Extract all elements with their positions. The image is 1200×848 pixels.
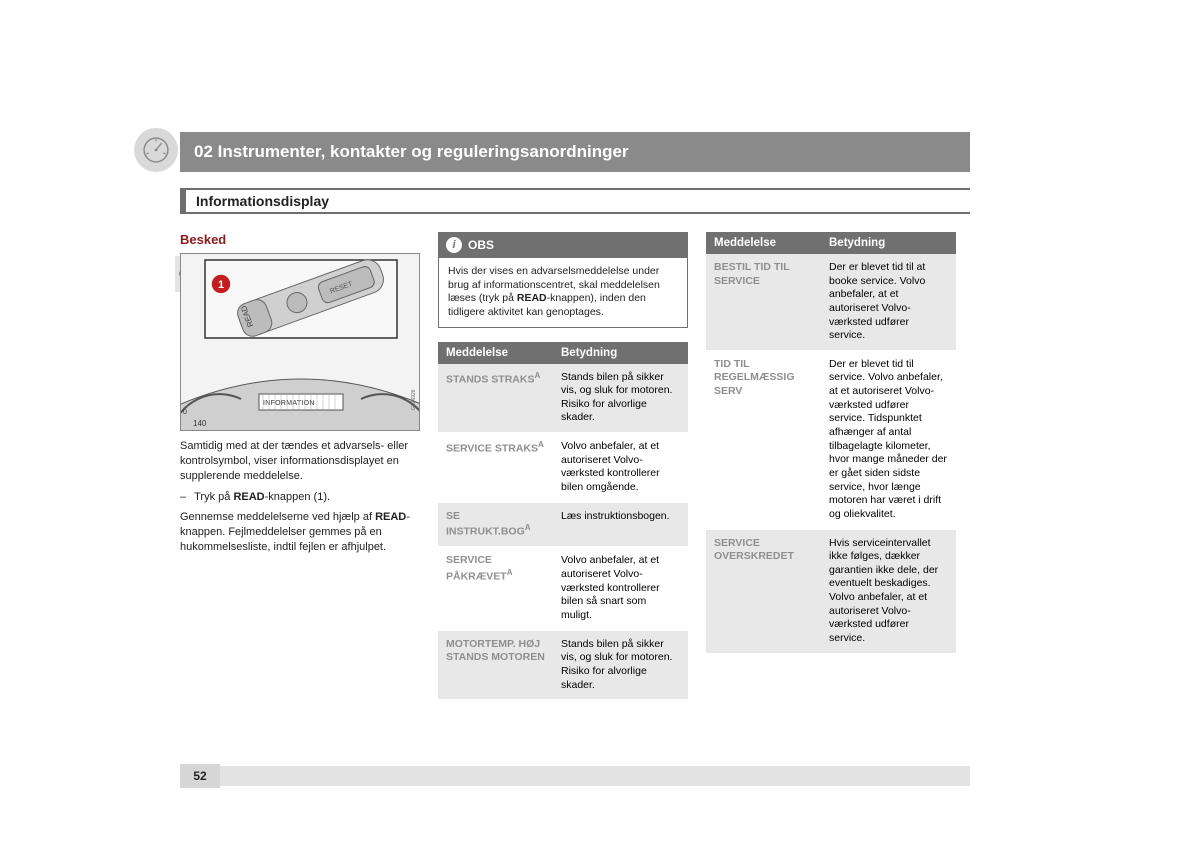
- body-text: Samtidig med at der tændes et advarsels-…: [180, 439, 420, 555]
- chapter-title: 02 Instrumenter, kontakter og regulering…: [194, 142, 629, 161]
- table-row: BESTIL TID TIL SERVICEDer er blevet tid …: [706, 254, 956, 350]
- page-number: 52: [180, 764, 220, 788]
- message-cell: BESTIL TID TIL SERVICE: [706, 254, 821, 350]
- meaning-cell: Volvo anbefaler, at et autoriseret Volvo…: [553, 547, 688, 630]
- manual-page: 02 Instrumenter, kontakter og regulering…: [180, 132, 970, 700]
- message-table-1: Meddelelse Betydning STANDS STRAKSAStand…: [438, 342, 688, 701]
- message-cell: SERVICE STRAKSA: [438, 433, 553, 503]
- info-icon: i: [446, 237, 462, 253]
- message-cell: SERVICE OVERSKREDET: [706, 529, 821, 653]
- table-row: SERVICE STRAKSAVolvo anbefaler, at et au…: [438, 433, 688, 503]
- svg-text:140: 140: [193, 419, 207, 428]
- footer-bar: 52: [195, 766, 970, 786]
- meaning-cell: Der er blevet tid til service. Volvo anb…: [821, 350, 956, 529]
- meaning-cell: Læs instruktionsbogen.: [553, 502, 688, 547]
- chapter-header: 02 Instrumenter, kontakter og regulering…: [180, 132, 970, 172]
- message-cell: SE INSTRUKT.BOGA: [438, 502, 553, 547]
- paragraph: Samtidig med at der tændes et advarsels-…: [180, 439, 420, 484]
- table-row: MOTORTEMP. HØJ STANDS MOTORENStands bile…: [438, 630, 688, 700]
- svg-text:G026926: G026926: [411, 389, 417, 410]
- th-meaning: Betydning: [553, 342, 688, 364]
- meaning-cell: Der er blevet tid til at booke service. …: [821, 254, 956, 350]
- column-middle: i OBS Hvis der vises en advarselsmeddele…: [438, 232, 688, 700]
- meaning-cell: Stands bilen på sikker vis, og sluk for …: [553, 364, 688, 433]
- obs-body: Hvis der vises en advarselsmeddelelse un…: [438, 258, 688, 328]
- section-title-besked: Besked: [180, 232, 420, 247]
- message-cell: TID TIL REGELMÆSSIG SERV: [706, 350, 821, 529]
- obs-note: i OBS Hvis der vises en advarselsmeddele…: [438, 232, 688, 328]
- th-meaning: Betydning: [821, 232, 956, 254]
- message-cell: SERVICE PÅKRÆVETA: [438, 547, 553, 630]
- message-table-2: Meddelelse Betydning BESTIL TID TIL SERV…: [706, 232, 956, 654]
- table-row: TID TIL REGELMÆSSIG SERVDer er blevet ti…: [706, 350, 956, 529]
- column-right: Meddelelse Betydning BESTIL TID TIL SERV…: [706, 232, 956, 700]
- table-row: SERVICE PÅKRÆVETAVolvo anbefaler, at et …: [438, 547, 688, 630]
- th-message: Meddelelse: [706, 232, 821, 254]
- table-row: SE INSTRUKT.BOGALæs instruktionsbogen.: [438, 502, 688, 547]
- paragraph: Gennemse meddelelserne ved hjælp af READ…: [180, 510, 420, 555]
- sub-heading: Informationsdisplay: [180, 188, 970, 214]
- obs-label: OBS: [468, 238, 494, 252]
- th-message: Meddelelse: [438, 342, 553, 364]
- column-left: Besked 140 0 INFORMATION: [180, 232, 420, 700]
- bullet-item: – Tryk på READ-knappen (1).: [180, 490, 420, 505]
- table-row: SERVICE OVERSKREDETHvis serviceintervall…: [706, 529, 956, 653]
- message-cell: STANDS STRAKSA: [438, 364, 553, 433]
- svg-text:0: 0: [183, 409, 187, 416]
- svg-text:1: 1: [218, 279, 224, 291]
- meaning-cell: Hvis serviceintervallet ikke følges, dæk…: [821, 529, 956, 653]
- table-row: STANDS STRAKSAStands bilen på sikker vis…: [438, 364, 688, 433]
- svg-text:INFORMATION: INFORMATION: [263, 400, 315, 407]
- meaning-cell: Stands bilen på sikker vis, og sluk for …: [553, 630, 688, 700]
- stalk-illustration: 140 0 INFORMATION READ: [180, 253, 420, 431]
- meaning-cell: Volvo anbefaler, at et autoriseret Volvo…: [553, 433, 688, 503]
- message-cell: MOTORTEMP. HØJ STANDS MOTOREN: [438, 630, 553, 700]
- gauge-icon: [134, 128, 178, 172]
